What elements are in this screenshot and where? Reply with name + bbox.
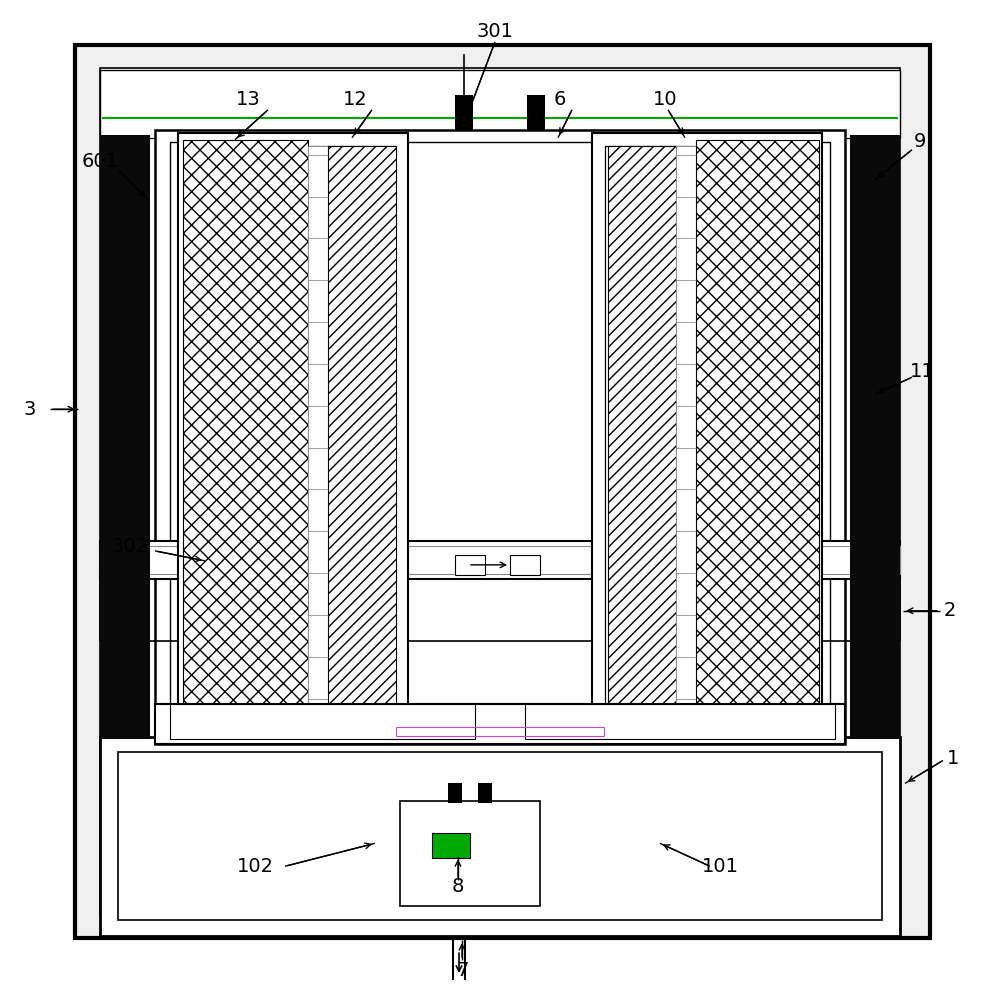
- Bar: [155, 130, 845, 744]
- Bar: [676, 146, 696, 711]
- Bar: [432, 833, 470, 858]
- Text: 1: 1: [947, 748, 959, 768]
- Bar: [328, 146, 396, 711]
- Bar: [100, 541, 900, 579]
- Bar: [308, 146, 328, 711]
- Bar: [525, 704, 835, 739]
- Bar: [170, 704, 475, 739]
- Bar: [178, 133, 408, 724]
- Text: 301: 301: [477, 22, 514, 42]
- Text: 8: 8: [452, 876, 464, 896]
- Text: 7: 7: [457, 960, 469, 980]
- Text: 101: 101: [702, 856, 738, 876]
- Bar: [592, 133, 822, 724]
- Bar: [527, 95, 545, 130]
- Bar: [605, 146, 810, 711]
- Text: 3: 3: [24, 399, 36, 419]
- Text: 302: 302: [112, 537, 148, 557]
- Bar: [100, 737, 900, 936]
- Bar: [118, 752, 882, 920]
- Bar: [170, 142, 830, 729]
- Bar: [696, 140, 819, 717]
- Bar: [100, 135, 150, 739]
- Bar: [455, 95, 473, 130]
- Bar: [183, 140, 308, 717]
- Bar: [100, 546, 900, 574]
- Bar: [190, 146, 395, 711]
- Bar: [448, 783, 462, 803]
- Bar: [478, 783, 492, 803]
- Text: 601: 601: [82, 152, 119, 172]
- Bar: [400, 801, 540, 906]
- Text: 102: 102: [237, 856, 274, 876]
- Text: 11: 11: [910, 361, 934, 381]
- Bar: [100, 70, 900, 138]
- Bar: [155, 704, 845, 744]
- Text: 9: 9: [914, 132, 926, 152]
- Text: 13: 13: [236, 90, 260, 110]
- Text: 6: 6: [554, 90, 566, 110]
- Text: 12: 12: [343, 90, 367, 110]
- Bar: [75, 45, 930, 938]
- Bar: [100, 68, 900, 916]
- Text: 10: 10: [653, 90, 677, 110]
- Text: 2: 2: [944, 601, 956, 621]
- Bar: [850, 135, 900, 739]
- Bar: [510, 555, 540, 575]
- Bar: [608, 146, 676, 711]
- Bar: [455, 555, 485, 575]
